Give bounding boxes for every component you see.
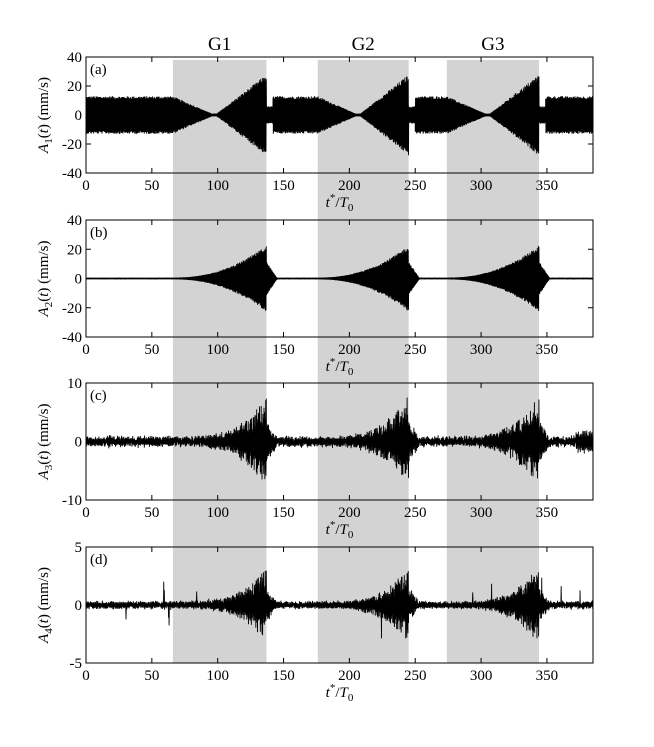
x-tick-label: 300	[470, 505, 493, 521]
y-tick-label: 20	[67, 242, 82, 258]
y-tick-label: -40	[62, 166, 82, 182]
y-tick-label: -5	[70, 656, 83, 672]
y-axis-label: A1(t) (mm/s)	[36, 77, 55, 154]
panel-a: 0 50 100 150 200 250 300 35040200-20-40(a)A1(t)…	[36, 50, 594, 214]
signal-trace	[85, 76, 594, 156]
region-label-g1: G1	[208, 34, 231, 55]
region-label-g2: G2	[352, 34, 375, 55]
x-axis-label: t*/T0	[326, 682, 354, 704]
x-tick-label: 100	[206, 178, 229, 194]
panel-tag: (d)	[90, 552, 108, 568]
shaded-region-g3	[446, 60, 540, 663]
x-tick-label: 200	[338, 342, 361, 358]
x-tick-label: 100	[206, 342, 229, 358]
x-tick-label: 350	[536, 668, 559, 684]
x-tick-label: 250	[404, 178, 427, 194]
panel-b: 0 50 100 150 200 250 300 35040200-20-40(b)A2(t)…	[36, 213, 594, 378]
shaded-region-g1	[172, 60, 267, 663]
x-tick-label: 100	[206, 668, 229, 684]
signal-trace	[85, 397, 594, 480]
y-axis-label: A4(t) (mm/s)	[36, 567, 55, 644]
x-tick-label: 200	[338, 505, 361, 521]
x-tick-label: 50	[144, 668, 159, 684]
x-tick-label: 350	[536, 178, 559, 194]
x-tick-label: 0	[82, 342, 90, 358]
y-tick-label: 0	[75, 435, 83, 451]
x-tick-label: 200	[338, 668, 361, 684]
x-tick-label: 250	[404, 342, 427, 358]
signal-trace	[85, 246, 594, 311]
y-axis-label: A2(t) (mm/s)	[36, 241, 55, 318]
x-tick-label: 0	[82, 178, 90, 194]
x-tick-label: 0	[82, 505, 90, 521]
x-tick-label: 300	[470, 342, 493, 358]
signal-trace	[85, 570, 594, 639]
x-tick-label: 150	[272, 668, 295, 684]
x-tick-label: 150	[272, 505, 295, 521]
y-tick-label: -20	[62, 137, 82, 153]
y-tick-label: 0	[75, 598, 83, 614]
x-tick-label: 150	[272, 178, 295, 194]
y-axis-label: A3(t) (mm/s)	[36, 404, 55, 481]
y-tick-label: 5	[75, 540, 83, 556]
x-tick-label: 250	[404, 668, 427, 684]
y-tick-label: 10	[67, 376, 82, 392]
x-tick-label: 100	[206, 505, 229, 521]
region-label-g3: G3	[481, 34, 504, 55]
x-tick-label: 300	[470, 668, 493, 684]
y-tick-label: 20	[67, 79, 82, 95]
x-tick-label: 350	[536, 505, 559, 521]
x-tick-label: 250	[404, 505, 427, 521]
y-tick-label: -10	[62, 493, 82, 509]
x-axis-label: t*/T0	[326, 519, 354, 541]
y-tick-label: -20	[62, 301, 82, 317]
x-axis-label: t*/T0	[326, 356, 354, 378]
x-tick-label: 300	[470, 178, 493, 194]
y-tick-label: 40	[67, 50, 82, 66]
y-tick-label: 0	[75, 108, 83, 124]
y-tick-label: -40	[62, 330, 82, 346]
x-tick-label: 50	[144, 505, 159, 521]
panel-tag: (a)	[90, 62, 107, 78]
x-tick-label: 50	[144, 178, 159, 194]
y-tick-label: 40	[67, 213, 82, 229]
panel-tag: (c)	[90, 388, 107, 404]
shaded-regions: G1 G2 G3	[172, 34, 540, 663]
x-tick-label: 150	[272, 342, 295, 358]
shaded-region-g2	[317, 60, 409, 663]
panel-tag: (b)	[90, 225, 108, 241]
x-axis-label: t*/T0	[326, 192, 354, 214]
x-tick-label: 350	[536, 342, 559, 358]
y-tick-label: 0	[75, 272, 83, 288]
x-tick-label: 0	[82, 668, 90, 684]
x-tick-label: 50	[144, 342, 159, 358]
panels: 0 50 100 150 200 250 300 35040200-20-40(a)A1(t)…	[36, 50, 594, 704]
x-tick-label: 200	[338, 178, 361, 194]
